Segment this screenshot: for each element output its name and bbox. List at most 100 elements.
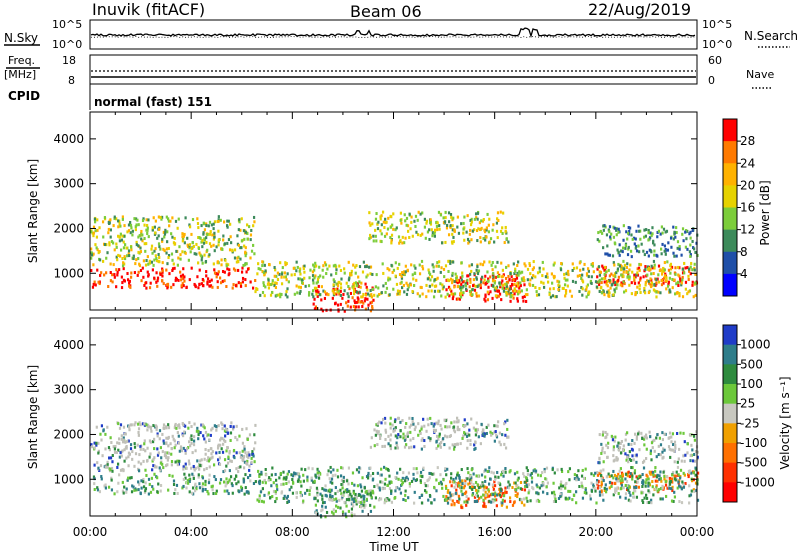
echo-cell: [211, 455, 214, 459]
echo-cell: [158, 245, 161, 249]
echo-cell: [511, 485, 514, 489]
echo-cell: [121, 489, 124, 493]
echo-cell: [605, 490, 608, 494]
echo-cell: [418, 272, 422, 276]
echo-cell: [633, 273, 636, 277]
echo-cell: [671, 286, 674, 290]
echo-cell: [581, 287, 584, 291]
echo-cell: [201, 423, 204, 427]
echo-cell: [405, 216, 409, 220]
echo-cell: [408, 416, 411, 420]
echo-cell: [140, 232, 143, 236]
echo-cell: [405, 422, 408, 426]
echo-cell: [405, 478, 408, 482]
echo-cell: [456, 416, 459, 420]
echo-cell: [475, 488, 478, 492]
echo-cell: [110, 476, 113, 480]
echo-cell: [477, 475, 480, 479]
echo-cell: [205, 222, 208, 226]
echo-cell: [376, 483, 379, 487]
echo-cell: [686, 473, 690, 477]
echo-cell: [109, 262, 112, 266]
echo-cell: [583, 262, 586, 266]
echo-cell: [363, 500, 366, 504]
echo-cell: [378, 486, 381, 490]
echo-cell: [228, 268, 231, 272]
echo-cell: [507, 290, 510, 294]
echo-cell: [133, 445, 137, 449]
echo-cell: [388, 277, 392, 281]
echo-cell: [321, 309, 325, 313]
echo-cell: [270, 283, 273, 287]
echo-cell: [280, 491, 283, 495]
echo-cell: [201, 283, 205, 287]
echo-cell: [460, 291, 463, 295]
echo-cell: [636, 476, 639, 480]
echo-cell: [525, 496, 528, 500]
echo-cell: [132, 254, 135, 258]
echo-cell: [535, 290, 538, 294]
echo-cell: [233, 477, 236, 481]
echo-cell: [395, 486, 398, 490]
echo-cell: [631, 448, 634, 452]
echo-cell: [415, 467, 418, 471]
echo-cell: [642, 235, 646, 239]
echo-cell: [193, 466, 196, 470]
echo-cell: [653, 253, 656, 257]
freq-strip-frame: [89, 54, 698, 85]
echo-cell: [120, 238, 124, 242]
echo-cell: [436, 221, 439, 225]
echo-cell: [693, 490, 696, 494]
echo-cell: [152, 437, 156, 441]
echo-cell: [482, 484, 485, 488]
echo-cell: [618, 264, 622, 268]
echo-cell: [398, 487, 401, 491]
echo-cell: [299, 490, 302, 494]
echo-cell: [359, 485, 363, 489]
echo-cell: [420, 259, 424, 263]
echo-cell: [690, 489, 693, 493]
echo-cell: [669, 271, 672, 275]
echo-cell: [125, 246, 128, 250]
echo-cell: [92, 252, 95, 256]
echo-cell: [639, 276, 642, 280]
echo-cell: [484, 475, 487, 479]
echo-cell: [449, 212, 453, 216]
echo-cell: [509, 500, 512, 504]
echo-cell: [159, 461, 163, 465]
echo-cell: [162, 426, 165, 430]
echo-cell: [564, 294, 567, 298]
echo-cell: [572, 493, 576, 497]
echo-cell: [499, 283, 502, 287]
echo-cell: [496, 271, 500, 275]
echo-cell: [641, 491, 645, 495]
echo-cell: [256, 498, 259, 502]
echo-cell: [598, 278, 601, 282]
echo-cell: [657, 290, 660, 294]
echo-cell: [493, 424, 496, 428]
echo-cell: [497, 475, 500, 479]
echo-cell: [679, 476, 682, 480]
echo-cell: [430, 228, 433, 232]
echo-cell: [477, 489, 480, 493]
echo-cell: [399, 435, 402, 439]
echo-cell: [453, 285, 456, 289]
echo-cell: [388, 268, 391, 272]
echo-cell: [210, 428, 213, 432]
echo-cell: [475, 291, 478, 295]
echo-cell: [176, 491, 179, 495]
echo-cell: [469, 272, 472, 276]
echo-cell: [477, 227, 480, 231]
echo-cell: [135, 258, 138, 262]
echo-cell: [474, 284, 477, 288]
echo-cell: [332, 283, 335, 287]
echo-cell: [268, 476, 271, 480]
echo-cell: [306, 475, 309, 479]
echo-cell: [688, 250, 692, 254]
echo-cell: [624, 246, 627, 250]
echo-cell: [457, 279, 461, 283]
echo-cell: [462, 291, 465, 295]
echo-cell: [287, 480, 290, 484]
echo-cell: [428, 493, 432, 497]
